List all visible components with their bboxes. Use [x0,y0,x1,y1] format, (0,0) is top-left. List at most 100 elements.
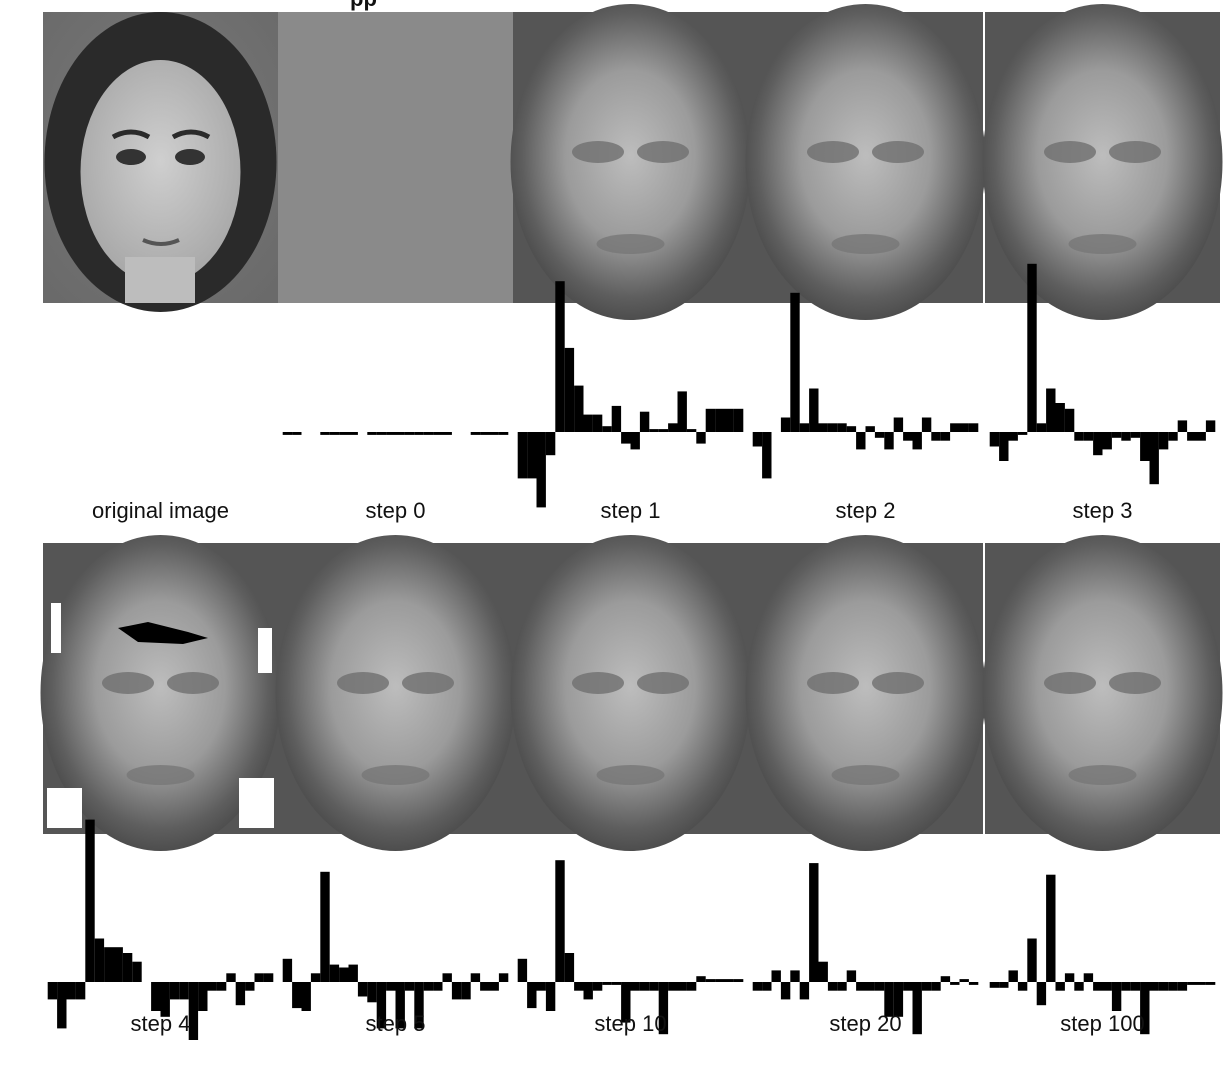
coefficient-bar [762,432,772,479]
coefficient-bar [1130,982,1141,991]
coefficient-bar [480,432,490,435]
coefficient-bar [1027,263,1037,432]
coefficient-bar [827,982,838,991]
coefficient-bar [433,432,443,435]
coefficient-bar [715,979,725,982]
coefficient-bar [921,417,932,432]
panel-label: step 5 [366,1011,426,1036]
bar-plot [989,874,1216,1035]
coefficient-bar [1017,432,1028,435]
coefficient-bar [132,961,142,982]
coefficient-bar [950,423,960,432]
coefficient-bar [1036,423,1047,432]
coefficient-bar [207,982,217,991]
panel-label: step 2 [836,498,896,523]
coefficient-bar [423,432,434,435]
coefficient-bar [386,982,396,991]
coefficient-bar [1140,982,1150,1035]
coefficient-bar [903,432,913,441]
coefficient-bar [658,982,669,1035]
coefficient-bar [856,432,866,450]
coefficient-bar [630,982,640,991]
face-image [275,535,516,851]
coefficient-bar [339,432,349,435]
coefficient-bar [999,982,1009,988]
coefficient-bar [1036,982,1047,1006]
face-image [43,12,278,312]
coefficient-bar [339,967,349,982]
coefficient-bar [790,970,800,982]
coefficient-bar [630,432,640,450]
coefficient-bar [282,432,293,435]
coefficient-bar [968,982,979,985]
coefficient-bar [771,970,781,982]
coefficient-bar [649,429,659,432]
coefficient-bar [188,982,199,1040]
coefficient-bar [921,982,932,991]
caption-fragment: pp [350,0,377,11]
coefficient-bar [395,982,405,1029]
coefficient-bar [404,432,415,435]
bar-plot [752,292,979,479]
bar-plot [989,263,1216,485]
coefficient-bar [677,391,687,432]
coefficient-bar [780,982,791,1000]
coefficient-bar [433,982,443,991]
coefficient-bar [113,947,123,982]
coefficient-bar [1140,432,1150,461]
coefficient-bar [780,417,791,432]
coefficient-bar [1130,432,1141,438]
coefficient-bar [423,982,434,991]
coefficient-bar [818,961,828,982]
coefficient-bar [292,432,302,435]
coefficient-bar [611,405,622,432]
coefficient-bar [865,426,875,432]
coefficient-bar [724,408,734,432]
coefficient-bar [517,432,528,479]
coefficient-bar [94,938,105,982]
coefficient-bar [1205,982,1216,985]
coefficient-bar [348,432,358,435]
coefficient-bar [1017,982,1028,991]
coefficient-bar [470,432,481,435]
coefficient-bar [310,973,321,982]
coefficient-bar [611,982,622,985]
panel-label: step 100 [1060,1011,1144,1036]
coefficient-bar [733,979,744,982]
coefficient-bar [874,982,885,991]
coefficient-bar [574,982,584,991]
coefficient-bar [1074,982,1084,991]
coefficient-bar [1168,982,1178,991]
coefficient-bar [1149,432,1159,485]
coefficient-bar [498,973,509,982]
coefficient-bar [1121,432,1131,441]
coefficient-bar [649,982,659,991]
coefficient-bar [216,982,227,991]
coefficient-bar [1205,420,1216,432]
bar-plot [517,860,744,1035]
coefficient-bar [1111,982,1122,1011]
coefficient-bar [846,970,857,982]
coefficient-bar [602,426,612,432]
coefficient-bar [122,953,133,982]
coefficient-bar [1093,982,1103,991]
coefficient-bar [442,432,452,435]
coefficient-bar [367,982,377,1003]
coefficient-bar [1158,432,1169,450]
coefficient-bar [1121,982,1131,991]
coefficient-bar [827,423,838,432]
coefficient-bar [705,979,716,982]
coefficient-bar [57,982,67,1029]
coefficient-bar [47,982,58,1000]
coefficient-bar [442,973,452,982]
coefficient-bar [790,292,800,432]
coefficient-bar [1008,970,1018,982]
coefficient-bar [989,982,1000,988]
coefficient-bar [583,414,593,432]
coefficient-bar [809,388,819,432]
coefficient-bar [1158,982,1169,991]
coefficient-bar [940,432,951,441]
coefficient-bar [809,863,819,982]
coefficient-bar [536,982,546,991]
panel-labels: original image step 0 step 1 step 2 step 3 st… [92,498,1145,1036]
